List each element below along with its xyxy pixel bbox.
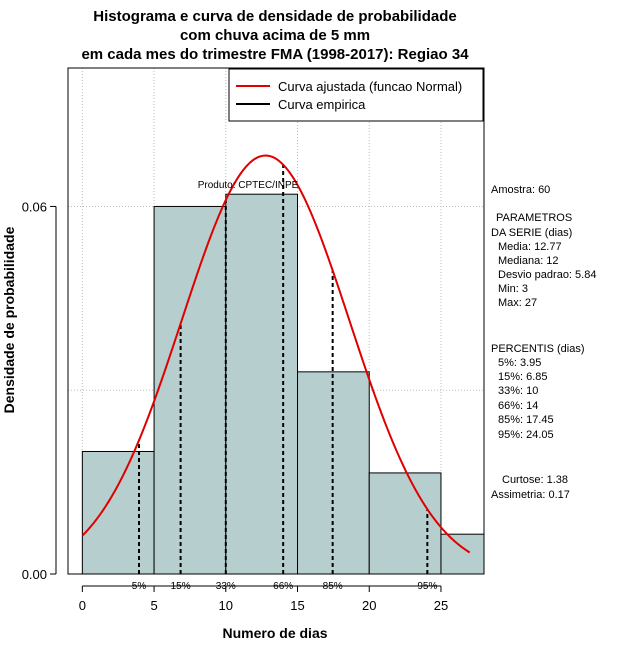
y-tick-label-0: 0.00 (22, 567, 47, 582)
y-tick-label-1: 0.06 (22, 199, 47, 214)
stat-p85: 85%: 17.45 (498, 414, 554, 426)
stats-panel: Amostra: 60 PARAMETROS DA SERIE (dias) M… (491, 184, 596, 501)
stat-sample: Amostra: 60 (491, 184, 550, 196)
x-tick-label-4: 20 (362, 598, 376, 613)
stat-p5: 5%: 3.95 (498, 357, 541, 369)
chart-title-line-2: com chuva acima de 5 mm (180, 27, 370, 44)
axes-layer: 0 5 10 15 20 25 0.00 0.06 (22, 199, 449, 613)
x-tick-label-3: 15 (290, 598, 304, 613)
histogram-bars (81, 193, 485, 575)
histogram-bar-4 (368, 472, 442, 575)
plot-frame (67, 67, 485, 575)
stat-max: Max: 27 (498, 297, 537, 309)
chart-title-line-3: em cada mes do trimestre FMA (1998-2017)… (81, 46, 469, 63)
stat-desvio: Desvio padrao: 5.84 (498, 269, 596, 281)
stat-p15: 15%: 6.85 (498, 371, 548, 383)
stat-curtose: Curtose: 1.38 (502, 474, 568, 486)
x-tick-label-5: 25 (434, 598, 448, 613)
stat-min: Min: 3 (498, 283, 528, 295)
chart-title-line-1: Histograma e curva de densidade de proba… (93, 8, 456, 25)
stat-p66: 66%: 14 (498, 400, 538, 412)
legend: Curva ajustada (funcao Normal) Curva emp… (228, 68, 484, 122)
histogram-bar-0 (81, 450, 155, 575)
x-tick-label-2: 10 (219, 598, 233, 613)
product-note: Produto: CPTEC/INPE (198, 180, 299, 191)
stat-media: Media: 12.77 (498, 241, 562, 253)
params-header-2: DA SERIE (dias) (491, 227, 572, 239)
stat-assimetria: Assimetria: 0.17 (491, 489, 570, 501)
stat-p33: 33%: 10 (498, 385, 538, 397)
percentis-header: PERCENTIS (dias) (491, 343, 585, 355)
x-tick-label-1: 5 (150, 598, 157, 613)
y-axis-title: Densidade de probabilidade (1, 226, 17, 413)
histogram-bar-5 (440, 533, 485, 575)
x-axis-title: Numero de dias (222, 625, 327, 641)
histogram-bar-1 (153, 205, 227, 575)
stat-mediana: Mediana: 12 (498, 255, 559, 267)
fitted-curve-layer (81, 154, 471, 554)
params-header-1: PARAMETROS (496, 212, 572, 224)
fitted-normal-curve (81, 154, 471, 554)
legend-label-fitted: Curva ajustada (funcao Normal) (278, 79, 462, 94)
histogram-bar-2 (225, 193, 299, 575)
x-tick-label-0: 0 (79, 598, 86, 613)
legend-box (228, 68, 484, 122)
stat-p95: 95%: 24.05 (498, 429, 554, 441)
legend-label-empirical: Curva empirica (278, 97, 366, 112)
